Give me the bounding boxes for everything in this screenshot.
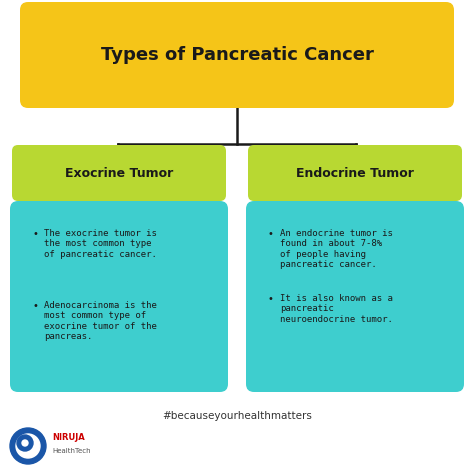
- Text: NIRUJA: NIRUJA: [52, 434, 85, 443]
- Circle shape: [10, 428, 46, 464]
- FancyBboxPatch shape: [20, 2, 454, 108]
- Text: •: •: [268, 229, 274, 239]
- Text: Endocrine Tumor: Endocrine Tumor: [296, 166, 414, 180]
- Text: An endocrine tumor is
found in about 7-8%
of people having
pancreatic cancer.: An endocrine tumor is found in about 7-8…: [280, 229, 393, 269]
- Circle shape: [22, 440, 28, 446]
- FancyBboxPatch shape: [248, 145, 462, 201]
- Text: •: •: [32, 301, 38, 311]
- Text: •: •: [268, 294, 274, 304]
- Text: Exocrine Tumor: Exocrine Tumor: [65, 166, 173, 180]
- Text: #becauseyourhealthmatters: #becauseyourhealthmatters: [162, 411, 312, 421]
- Text: •: •: [32, 229, 38, 239]
- FancyBboxPatch shape: [10, 201, 228, 392]
- Text: HealthTech: HealthTech: [52, 448, 91, 454]
- Circle shape: [16, 434, 40, 458]
- Text: The exocrine tumor is
the most common type
of pancreatic cancer.: The exocrine tumor is the most common ty…: [44, 229, 157, 259]
- Text: Types of Pancreatic Cancer: Types of Pancreatic Cancer: [100, 46, 374, 64]
- FancyBboxPatch shape: [246, 201, 464, 392]
- Circle shape: [17, 435, 33, 451]
- Text: Adenocarcinoma is the
most common type of
exocrine tumor of the
pancreas.: Adenocarcinoma is the most common type o…: [44, 301, 157, 341]
- Text: It is also known as a
pancreatic
neuroendocrine tumor.: It is also known as a pancreatic neuroen…: [280, 294, 393, 324]
- FancyBboxPatch shape: [12, 145, 226, 201]
